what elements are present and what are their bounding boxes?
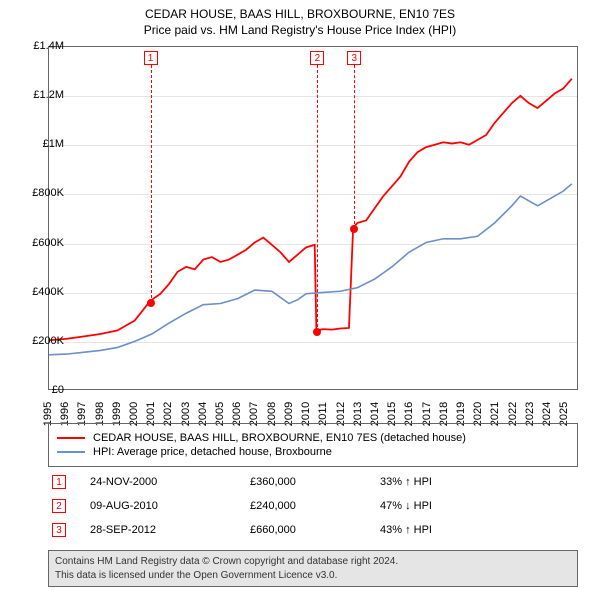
event-marker-dot <box>350 225 358 233</box>
event-marker-dot <box>147 299 155 307</box>
series-line-price <box>49 79 572 340</box>
y-tick-label: £200K <box>32 335 64 347</box>
chart-lines <box>49 47 577 389</box>
event-dash-line <box>151 65 152 303</box>
price-chart: 1 2 3 <box>48 46 578 390</box>
legend-label-price: CEDAR HOUSE, BAAS HILL, BROXBOURNE, EN10… <box>93 432 466 444</box>
legend-row-price: CEDAR HOUSE, BAAS HILL, BROXBOURNE, EN10… <box>57 432 569 444</box>
event-row-delta: 33% ↑ HPI <box>380 476 510 488</box>
event-row-date: 24-NOV-2000 <box>90 476 250 488</box>
event-dash-line <box>317 65 318 332</box>
y-tick-label: £1.4M <box>33 40 64 52</box>
arrow-icon: ↑ <box>405 476 411 488</box>
event-marker-box: 2 <box>310 51 324 65</box>
legend: CEDAR HOUSE, BAAS HILL, BROXBOURNE, EN10… <box>48 423 578 467</box>
events-table: 1 24-NOV-2000£360,00033% ↑ HPI 2 09-AUG-201… <box>48 470 578 542</box>
event-row-price: £660,000 <box>250 524 380 536</box>
title-line2: Price paid vs. HM Land Registry's House … <box>0 22 600 38</box>
event-marker-box: 3 <box>347 51 361 65</box>
event-row-date: 09-AUG-2010 <box>90 500 250 512</box>
y-tick-label: £1.2M <box>33 89 64 101</box>
attribution-line1: Contains HM Land Registry data © Crown c… <box>55 555 571 569</box>
event-row-delta: 43% ↑ HPI <box>380 524 510 536</box>
y-tick-label: £800K <box>32 187 64 199</box>
event-row-marker: 2 <box>52 499 66 513</box>
event-row-marker: 1 <box>52 475 66 489</box>
chart-container: CEDAR HOUSE, BAAS HILL, BROXBOURNE, EN10… <box>0 0 600 590</box>
event-row-date: 28-SEP-2012 <box>90 524 250 536</box>
event-row: 2 09-AUG-2010£240,00047% ↓ HPI <box>48 494 578 518</box>
event-row-price: £360,000 <box>250 476 380 488</box>
legend-row-hpi: HPI: Average price, detached house, Brox… <box>57 446 569 458</box>
legend-label-hpi: HPI: Average price, detached house, Brox… <box>93 446 332 458</box>
event-dash-line <box>354 65 355 229</box>
arrow-icon: ↑ <box>405 524 411 536</box>
event-row: 1 24-NOV-2000£360,00033% ↑ HPI <box>48 470 578 494</box>
y-tick-label: £0 <box>52 384 64 396</box>
legend-swatch-hpi <box>57 451 85 453</box>
y-tick-label: £400K <box>32 286 64 298</box>
legend-swatch-price <box>57 437 85 439</box>
event-marker-box: 1 <box>144 51 158 65</box>
title-block: CEDAR HOUSE, BAAS HILL, BROXBOURNE, EN10… <box>0 0 600 38</box>
event-row-price: £240,000 <box>250 500 380 512</box>
y-tick-label: £1M <box>43 138 64 150</box>
series-line-hpi <box>49 184 572 355</box>
attribution-box: Contains HM Land Registry data © Crown c… <box>48 550 578 587</box>
event-row: 3 28-SEP-2012£660,00043% ↑ HPI <box>48 518 578 542</box>
event-row-delta: 47% ↓ HPI <box>380 500 510 512</box>
arrow-icon: ↓ <box>405 500 411 512</box>
attribution-line2: This data is licensed under the Open Gov… <box>55 569 571 583</box>
y-tick-label: £600K <box>32 237 64 249</box>
title-line1: CEDAR HOUSE, BAAS HILL, BROXBOURNE, EN10… <box>0 6 600 22</box>
event-marker-dot <box>313 328 321 336</box>
event-row-marker: 3 <box>52 523 66 537</box>
